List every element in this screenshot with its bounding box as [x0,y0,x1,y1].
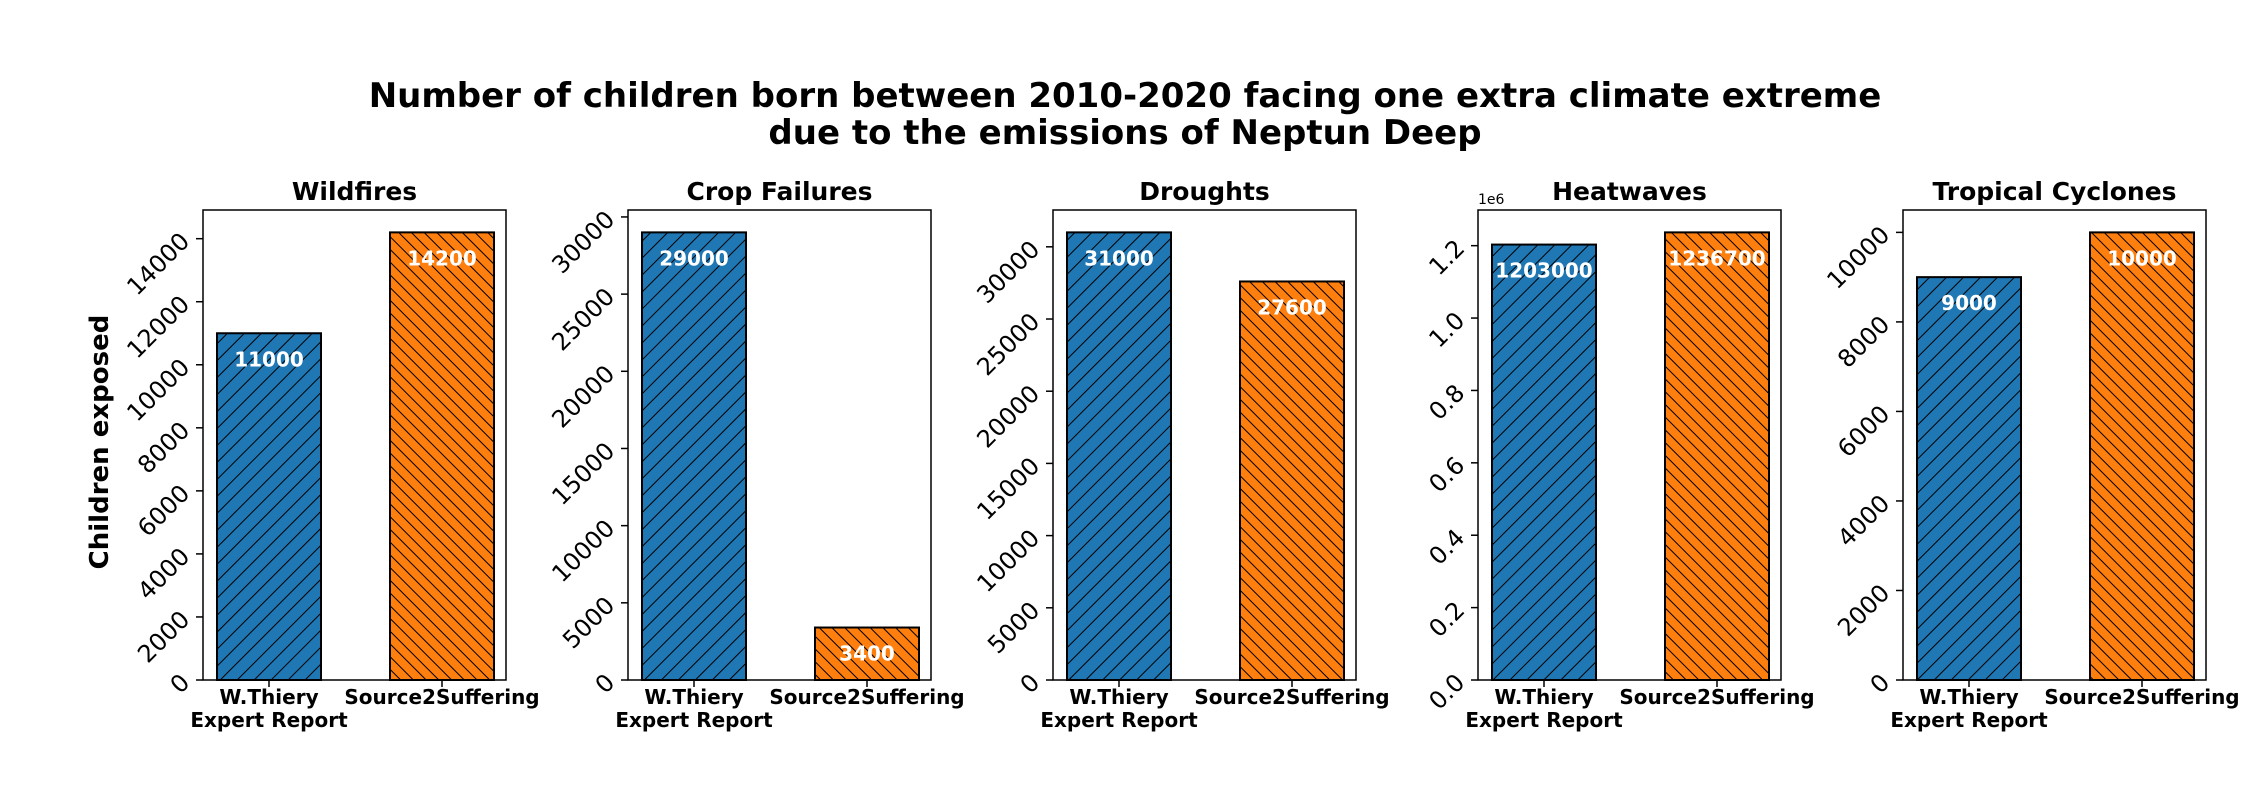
panel-crop-failures: Crop Failures 29000 3400 0 50001000015000200… [546,177,964,732]
y-tick-label: 0.4 [1423,524,1470,571]
y-tick-label: 0.0 [1423,668,1470,715]
x-tick-label: W.Thiery Expert Report [190,685,348,732]
y-tick-label: 10000 [546,514,620,588]
x-tick-label: Source2Suffering [769,685,964,709]
y-axis-label: Children exposed [85,315,115,570]
y-tick-label: 2000 [132,605,195,668]
chart-panels: Wildfires1100014200020004000600080001000… [121,177,2239,732]
bar-hatch-overlay [641,231,747,681]
panel-heatwaves: Heatwaves 1203000 1236700 0.0 0.2 0.4 0.6 0.8 1.… [1423,177,1814,732]
x-tick-label: Source2Suffering [344,685,539,709]
y-tick-label: 15000 [971,452,1045,526]
y-tick-label: 20000 [546,360,620,434]
y-tick-label: 0.2 [1423,596,1470,643]
y-tick-label: 0 [165,668,196,699]
y-tick-label: 4000 [1832,489,1895,552]
bar-value-label: 31000 [1084,246,1154,270]
bar-value-label: 1236700 [1668,246,1765,270]
y-tick-label: 6000 [1832,400,1895,463]
panel-droughts: Droughts 31000 27600 0 500010000150002000025… [971,177,1389,732]
bar-hatch-overlay [2089,231,2195,681]
x-tick-label: W.Thiery Expert Report [1465,685,1623,732]
y-tick-label: 0 [1865,668,1896,699]
y-tick-label: 30000 [546,205,620,279]
y-tick-label: 0 [1015,668,1046,699]
x-tick-label: Source2Suffering [1619,685,1814,709]
bar-hatch-overlay [1239,280,1345,681]
y-tick-label: 1.2 [1423,234,1470,281]
bar-value-label: 27600 [1257,295,1327,319]
axes-frame [1477,209,1782,681]
bar-value-label: 9000 [1941,291,1997,315]
bar-hatch-overlay [389,231,495,681]
figure-title-line-2: due to the emissions of Neptun Deep [768,113,1481,153]
y-tick-label: 4000 [132,542,195,605]
panel-title: Heatwaves [1552,177,1707,206]
y-tick-label: 12000 [121,290,195,364]
bar-value-label: 1203000 [1495,259,1592,283]
y-tick-label: 20000 [971,380,1045,454]
axes-frame [1902,209,2207,681]
y-tick-label: 25000 [971,307,1045,381]
axes-frame [627,209,932,681]
panel-title: Droughts [1139,177,1270,206]
y-tick-label: 0.8 [1423,379,1470,426]
y-offset-text: 1e6 [1478,192,1505,208]
y-tick-label: 5000 [982,596,1045,659]
panel-title: Tropical Cyclones [1932,177,2176,206]
axes-frame [202,209,507,681]
y-tick-label: 2000 [1832,579,1895,642]
panel-wildfires: Wildfires1100014200020004000600080001000… [121,177,539,732]
bar-value-label: 11000 [234,347,304,371]
panel-title: Wildfires [292,177,417,206]
y-tick-label: 0 [590,668,621,699]
y-tick-label: 10000 [1821,221,1895,295]
x-tick-label: W.Thiery Expert Report [1040,685,1198,732]
bar-hatch-overlay [1916,276,2022,681]
y-tick-label: 25000 [546,283,620,357]
bar-hatch-overlay [1066,231,1172,681]
axes-frame [1052,209,1357,681]
bar-value-label: 29000 [659,246,729,270]
y-tick-label: 30000 [971,235,1045,309]
figure-title-line-1: Number of children born between 2010-202… [369,76,1882,116]
panel-tropical-cyclones: Tropical Cyclones 9000 10000 0 2000 4000 6000 8… [1821,177,2239,732]
x-tick-label: W.Thiery Expert Report [1890,685,2048,732]
y-tick-label: 5000 [557,591,620,654]
bar-value-label: 14200 [407,246,477,270]
x-tick-label: Source2Suffering [2044,685,2239,709]
y-tick-label: 0.6 [1423,451,1470,498]
x-tick-label: W.Thiery Expert Report [615,685,773,732]
y-tick-label: 6000 [132,479,195,542]
y-tick-label: 15000 [546,437,620,511]
y-tick-label: 14000 [121,227,195,301]
y-tick-label: 10000 [121,353,195,427]
panel-title: Crop Failures [686,177,872,206]
bar-value-label: 10000 [2107,246,2177,270]
bar-hatch-overlay [1491,243,1597,681]
bar-hatch-overlay [216,332,322,681]
bar-hatch-overlay [1664,231,1770,681]
x-tick-label: Source2Suffering [1194,685,1389,709]
y-tick-label: 10000 [971,524,1045,598]
y-tick-label: 1.0 [1423,306,1470,353]
y-tick-label: 8000 [1832,310,1895,373]
bar-value-label: 3400 [839,642,895,666]
